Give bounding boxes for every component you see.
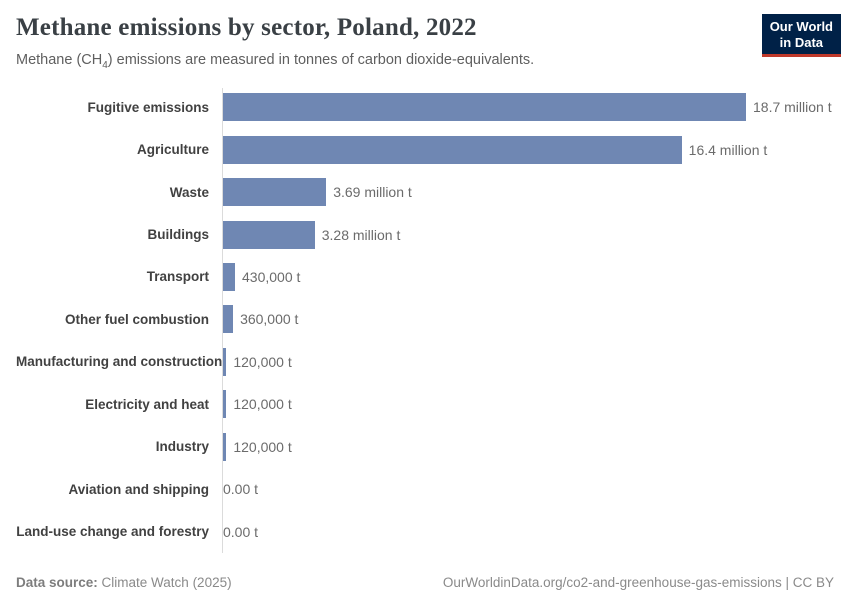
chart-subtitle: Methane (CH4) emissions are measured in …: [16, 52, 534, 71]
value-label: 430,000 t: [242, 268, 301, 285]
owid-logo-line1: Our World: [769, 19, 833, 34]
bar[interactable]: [223, 432, 227, 461]
subtitle-text-pre: Methane (CH: [16, 52, 103, 68]
value-label: 120,000 t: [233, 353, 292, 370]
category-label: Buildings: [147, 227, 210, 243]
subtitle-subscript: 4: [102, 59, 108, 71]
bar[interactable]: [223, 220, 315, 249]
bar[interactable]: [223, 262, 236, 291]
chart-row: Fugitive emissions 18.7 million t: [16, 86, 836, 128]
subtitle-text-post: ) emissions are measured in tonnes of ca…: [107, 52, 535, 68]
data-source: Data source: Climate Watch (2025): [16, 575, 232, 590]
bar-chart: Fugitive emissions 18.7 million t Agricult…: [16, 86, 836, 553]
value-label: 3.28 million t: [321, 226, 401, 243]
bar-area: 16.4 million t: [216, 128, 836, 170]
bar-area: 120,000 t: [216, 383, 836, 425]
category-label: Waste: [169, 184, 209, 200]
chart-row: Other fuel combustion 360,000 t: [16, 298, 836, 340]
category-label: Land-use change and forestry: [16, 524, 209, 540]
chart-row: Aviation and shipping 0.00 t: [16, 468, 836, 510]
bar-area: 360,000 t: [216, 298, 836, 340]
value-label: 16.4 million t: [688, 141, 768, 158]
category-label: Agriculture: [136, 142, 209, 158]
credit-link[interactable]: OurWorldinData.org/co2-and-greenhouse-ga…: [442, 575, 834, 590]
value-label: 0.00 t: [223, 523, 259, 540]
value-label: 120,000 t: [233, 438, 292, 455]
category-label: Industry: [155, 439, 209, 455]
chart-row: Manufacturing and construction 120,000 t: [16, 341, 836, 383]
value-label: 0.00 t: [223, 481, 259, 498]
bar[interactable]: [223, 305, 234, 334]
chart-row: Buildings 3.28 million t: [16, 213, 836, 255]
category-label: Fugitive emissions: [87, 99, 209, 115]
value-label: 120,000 t: [233, 396, 292, 413]
owid-logo[interactable]: Our World in Data: [761, 14, 841, 58]
chart-row: Electricity and heat 120,000 t: [16, 383, 836, 425]
chart-row: Waste 3.69 million t: [16, 171, 836, 213]
bar-area: 120,000 t: [216, 341, 836, 383]
category-label: Electricity and heat: [85, 396, 209, 412]
chart-row: Agriculture 16.4 million t: [16, 128, 836, 170]
category-label: Transport: [146, 269, 209, 285]
category-label: Manufacturing and construction: [16, 354, 223, 370]
bar-area: 0.00 t: [216, 468, 836, 510]
chart-row: Land-use change and forestry 0.00 t: [16, 510, 836, 552]
category-label: Other fuel combustion: [64, 311, 209, 327]
owid-logo-line2: in Data: [779, 34, 824, 50]
value-label: 18.7 million t: [753, 99, 832, 116]
bar-area: 3.69 million t: [216, 171, 836, 213]
chart-row: Industry 120,000 t: [16, 426, 836, 468]
bar[interactable]: [223, 390, 227, 419]
bar[interactable]: [223, 178, 327, 207]
bar-area: 430,000 t: [216, 256, 836, 298]
bar[interactable]: [223, 347, 227, 376]
category-label: Aviation and shipping: [68, 481, 210, 497]
value-label: 3.69 million t: [333, 184, 412, 201]
data-source-value: Climate Watch (2025): [101, 575, 232, 590]
chart-rows: Fugitive emissions 18.7 million t Agricult…: [16, 86, 836, 553]
bar-area: 3.28 million t: [216, 213, 836, 255]
chart-footer: Data source: Climate Watch (2025) OurWor…: [16, 575, 834, 590]
bar-area: 0.00 t: [216, 510, 836, 552]
bar[interactable]: [223, 135, 682, 164]
data-source-label: Data source:: [16, 575, 98, 590]
value-label: 360,000 t: [240, 311, 299, 328]
bar[interactable]: [223, 93, 746, 122]
chart-row: Transport 430,000 t: [16, 256, 836, 298]
bar-area: 120,000 t: [216, 426, 836, 468]
bar-area: 18.7 million t: [216, 86, 836, 128]
chart-title: Methane emissions by sector, Poland, 202…: [16, 14, 477, 41]
y-axis-line: [222, 88, 223, 553]
